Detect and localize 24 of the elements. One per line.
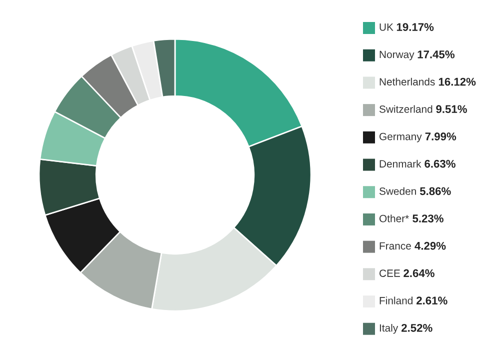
legend-label: Switzerland <box>379 105 432 113</box>
legend-label: Norway <box>380 50 414 60</box>
data-label: 16.12% <box>438 78 476 86</box>
data-label: 4.29% <box>414 242 446 250</box>
legend-label: Other* <box>379 214 409 222</box>
legend-label: CEE <box>380 270 400 277</box>
data-label: 2.61% <box>416 296 448 304</box>
data-label: 9.51% <box>436 105 467 114</box>
legend-label: France <box>380 242 411 250</box>
legend-label: Sweden <box>379 187 416 195</box>
data-label: 6.63% <box>424 160 456 168</box>
data-label: 5.23% <box>412 214 444 222</box>
data-label: 7.99% <box>425 132 456 140</box>
legend-label: Italy <box>380 324 398 334</box>
data-label: 5.86% <box>420 187 451 196</box>
data-label: 19.17% <box>396 23 434 31</box>
legend-label: Germany <box>380 132 422 142</box>
data-label: 2.52% <box>402 324 432 332</box>
legend-label: Denmark <box>380 160 422 168</box>
legend-label: Netherlands <box>380 78 435 86</box>
data-label: 17.45% <box>418 50 455 58</box>
data-label: 2.64% <box>404 269 434 278</box>
legend-label: UK <box>380 24 394 31</box>
legend-label: Finland <box>380 296 412 304</box>
